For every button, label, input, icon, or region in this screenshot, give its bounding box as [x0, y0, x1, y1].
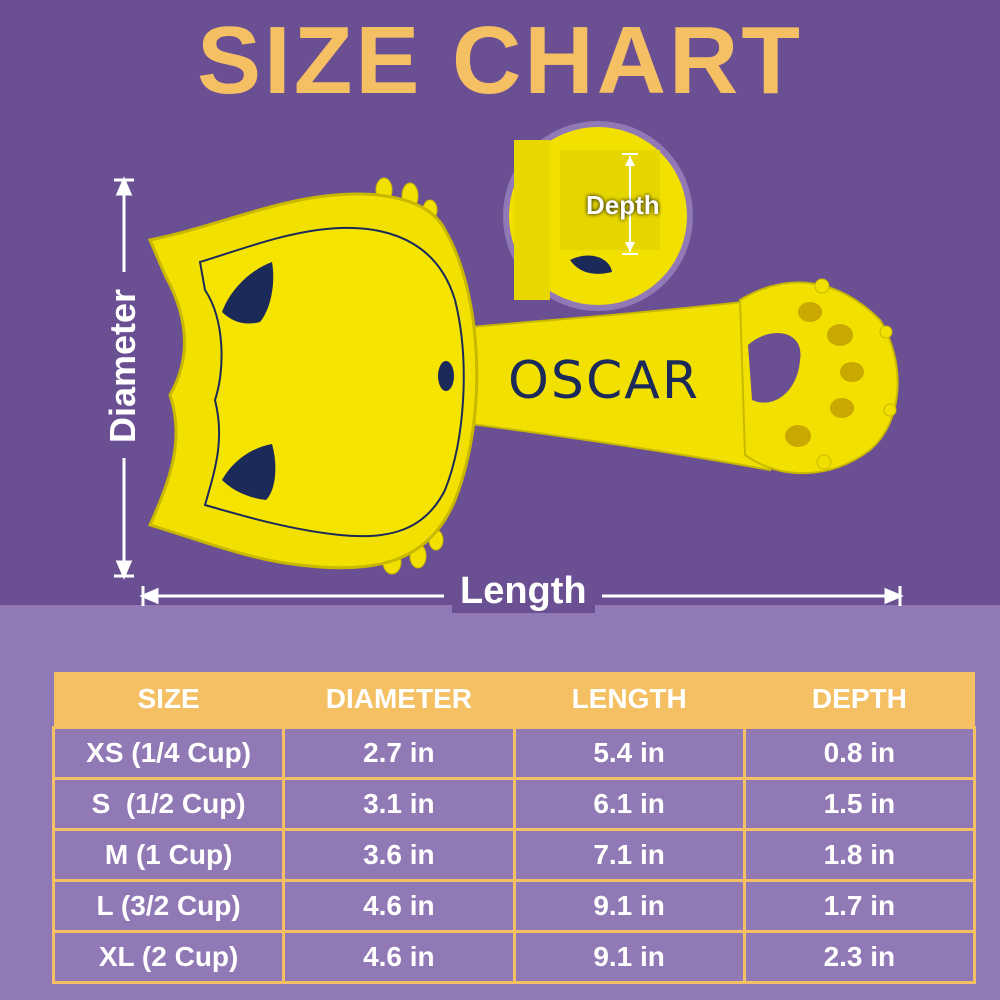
- length-cell: 9.1 in: [512, 879, 746, 933]
- cat-scoop-illustration: OSCAR: [114, 121, 904, 606]
- header-depth: DEPTH: [744, 672, 975, 728]
- table-row: L (3/2 Cup) 4.6 in 9.1 in 1.7 in: [51, 879, 977, 933]
- depth-label: Depth: [586, 190, 660, 220]
- length-arrow: [139, 586, 904, 606]
- size-cell: XS (1/4 Cup): [51, 726, 286, 780]
- length-cell: 6.1 in: [512, 777, 746, 831]
- size-table: SIZE DIAMETER LENGTH DEPTH XS (1/4 Cup) …: [51, 672, 977, 984]
- length-cell: 7.1 in: [512, 828, 746, 882]
- length-cell: 5.4 in: [512, 726, 746, 780]
- size-cell: M (1 Cup): [51, 828, 286, 882]
- diameter-cell: 2.7 in: [282, 726, 516, 780]
- table-header-row: SIZE DIAMETER LENGTH DEPTH: [53, 672, 975, 728]
- depth-cell: 1.8 in: [742, 828, 977, 882]
- length-label: Length: [452, 570, 595, 613]
- diameter-cell: 4.6 in: [282, 879, 516, 933]
- scoop-handle: [439, 298, 772, 472]
- cat-ear-bottom-icon: [222, 444, 276, 500]
- diameter-cell: 3.1 in: [282, 777, 516, 831]
- size-cell: L (3/2 Cup): [51, 879, 286, 933]
- diameter-cell: 4.6 in: [282, 930, 516, 984]
- header-size: SIZE: [53, 672, 284, 728]
- diameter-label: Diameter: [102, 288, 143, 444]
- depth-cell: 0.8 in: [742, 726, 977, 780]
- table-row: XL (2 Cup) 4.6 in 9.1 in 2.3 in: [51, 930, 977, 984]
- diameter-cell: 3.6 in: [282, 828, 516, 882]
- depth-cell: 2.3 in: [742, 930, 977, 984]
- length-cell: 9.1 in: [512, 930, 746, 984]
- header-diameter: DIAMETER: [283, 672, 514, 728]
- size-cell: XL (2 Cup): [51, 930, 286, 984]
- table-row: XS (1/4 Cup) 2.7 in 5.4 in 0.8 in: [51, 726, 977, 780]
- size-cell: S (1/2 Cup): [51, 777, 286, 831]
- depth-inset: [503, 121, 693, 311]
- depth-cell: 1.7 in: [742, 879, 977, 933]
- table-row: M (1 Cup) 3.6 in 7.1 in 1.8 in: [51, 828, 977, 882]
- header-length: LENGTH: [514, 672, 745, 728]
- diameter-arrow: [114, 176, 134, 580]
- paw-end: [738, 278, 899, 475]
- page-title: SIZE CHART: [197, 7, 803, 114]
- cat-ear-top-icon: [222, 262, 274, 324]
- cat-nose-icon: [438, 361, 454, 391]
- engraved-name: OSCAR: [508, 351, 700, 411]
- depth-cell: 1.5 in: [742, 777, 977, 831]
- table-row: S (1/2 Cup) 3.1 in 6.1 in 1.5 in: [51, 777, 977, 831]
